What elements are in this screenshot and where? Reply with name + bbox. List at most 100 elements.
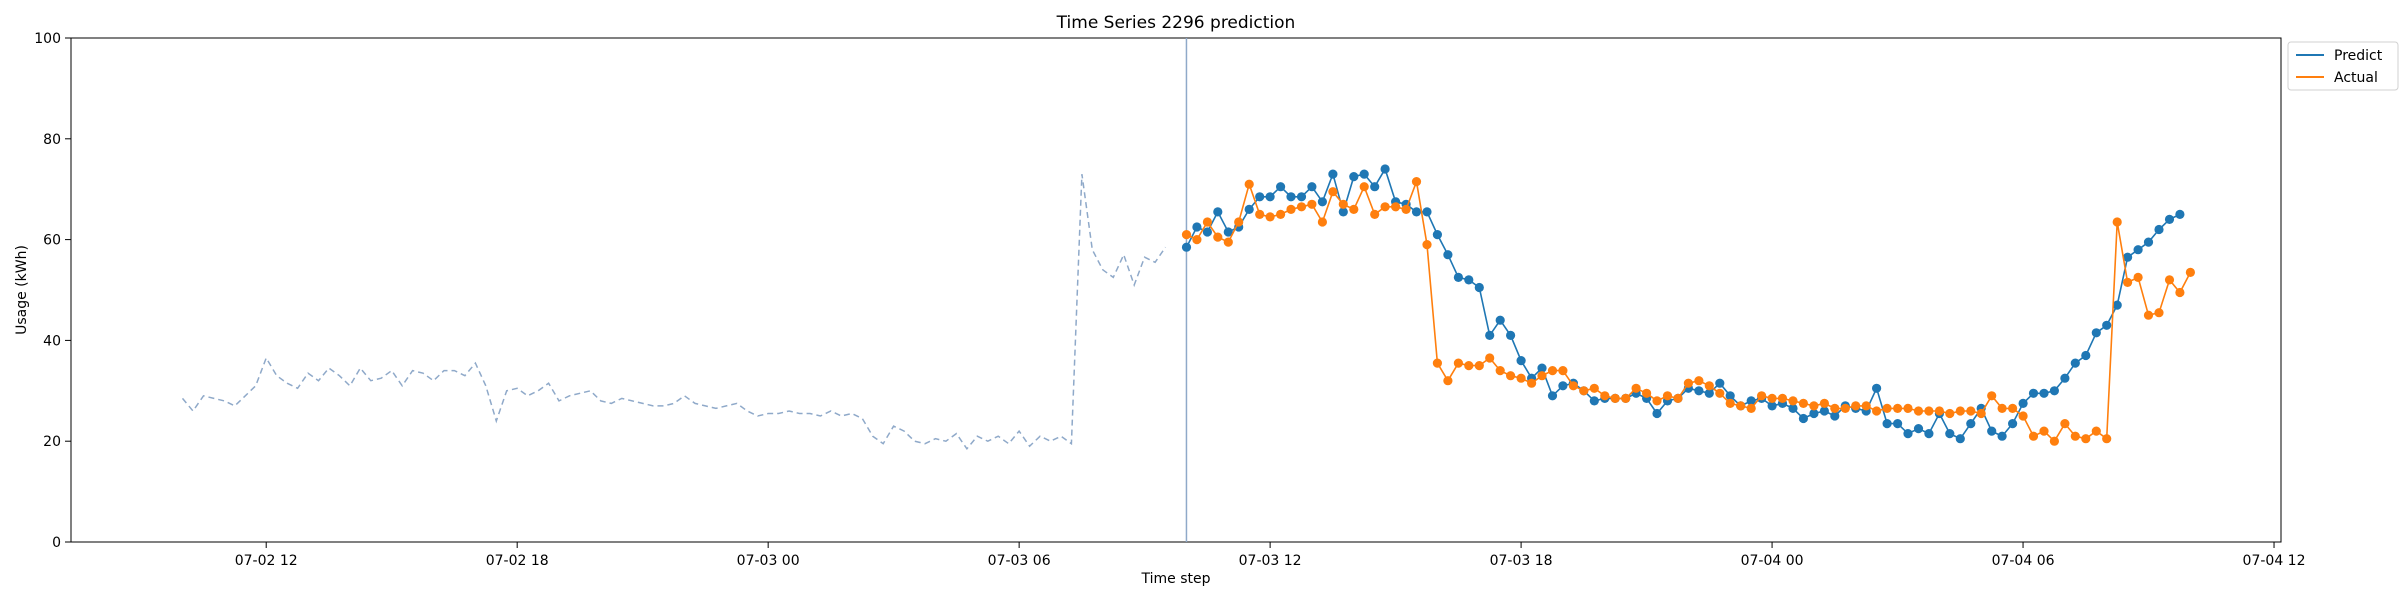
actual-point: [1642, 388, 1652, 398]
predict-point: [1725, 391, 1735, 401]
actual-point: [1715, 388, 1725, 398]
predict-point: [2049, 386, 2059, 396]
actual-point: [1882, 403, 1892, 413]
predict-point: [1903, 429, 1913, 439]
predict-point: [2102, 320, 2112, 330]
actual-point: [2164, 275, 2175, 285]
predict-point: [1213, 207, 1223, 217]
actual-point: [1819, 398, 1829, 408]
actual-point: [1757, 391, 1767, 401]
actual-point: [1422, 240, 1432, 250]
predict-point: [1443, 250, 1453, 260]
actual-point: [1767, 393, 1777, 403]
actual-point: [2175, 287, 2185, 298]
predict-point: [1987, 426, 1997, 436]
actual-point: [2091, 426, 2101, 436]
predict-point: [1893, 419, 1903, 429]
predict-point: [2060, 373, 2070, 383]
predict-point: [1338, 207, 1348, 217]
actual-point: [1621, 393, 1631, 403]
predict-point: [1495, 315, 1505, 325]
actual-point: [1286, 204, 1296, 214]
actual-point: [1485, 353, 1495, 363]
actual-point: [1516, 373, 1526, 383]
actual-point: [2143, 310, 2154, 320]
predict-point: [1746, 396, 1756, 406]
predict-point: [1255, 192, 1265, 202]
x-tick-label: 07-02 18: [486, 553, 549, 569]
predict-point: [1830, 411, 1840, 421]
actual-point: [1830, 403, 1840, 413]
actual-point: [1903, 403, 1913, 413]
y-tick-label: 60: [43, 233, 61, 249]
actual-point: [2154, 308, 2164, 318]
predict-point: [1380, 164, 1390, 174]
predict-point: [1704, 388, 1714, 398]
actual-point: [2008, 403, 2018, 413]
predict-point: [1798, 413, 1808, 424]
actual-point: [1704, 381, 1714, 391]
actual-point: [1432, 358, 1442, 368]
predict-point: [2018, 398, 2028, 408]
predict-point: [2123, 252, 2133, 262]
predict-point: [1370, 182, 1380, 192]
predict-point: [1464, 275, 1474, 285]
actual-point: [1537, 371, 1547, 381]
predict-point: [1286, 192, 1296, 202]
plot-frame: [70, 37, 2282, 543]
predict-point: [1945, 429, 1955, 439]
predict-point: [1788, 403, 1798, 413]
actual-point: [1495, 366, 1505, 376]
actual-point: [1192, 235, 1202, 245]
actual-point: [1631, 383, 1641, 393]
predict-point: [2039, 388, 2049, 398]
predict-point: [2008, 419, 2018, 429]
predict-point: [1317, 197, 1327, 207]
actual-point: [1934, 406, 1944, 416]
actual-point: [1872, 406, 1882, 416]
predict-point: [1307, 182, 1317, 192]
actual-point: [1506, 371, 1516, 381]
actual-point: [1338, 199, 1348, 209]
predict-point: [1359, 169, 1369, 179]
actual-point: [1798, 398, 1808, 408]
predict-point: [1411, 207, 1422, 217]
actual-point: [1673, 393, 1683, 403]
y-axis-label: Usage (kWh): [14, 245, 30, 335]
predict-point: [1715, 378, 1725, 388]
actual-point: [1307, 199, 1317, 209]
actual-point: [1694, 376, 1704, 386]
actual-point: [1558, 366, 1568, 376]
predict-point: [1694, 386, 1704, 396]
x-tick-label: 07-03 00: [737, 553, 800, 569]
actual-point: [1380, 202, 1390, 212]
predict-point: [2164, 214, 2175, 224]
actual-point: [1547, 366, 1558, 376]
predict-point: [1223, 227, 1233, 237]
actual-point: [2049, 436, 2059, 446]
actual-point: [1924, 406, 1934, 416]
actual-point: [1610, 393, 1620, 403]
plot-area: [70, 37, 2282, 543]
actual-point: [1662, 391, 1673, 401]
actual-point: [2039, 426, 2049, 436]
actual-point: [1579, 386, 1589, 396]
actual-point: [1736, 401, 1746, 411]
actual-point: [1966, 406, 1976, 416]
actual-point: [1443, 376, 1453, 386]
predict-point: [1547, 391, 1558, 401]
predict-point: [1192, 222, 1202, 232]
predict-point: [1485, 330, 1495, 340]
actual-point: [2102, 434, 2112, 444]
actual-point: [1181, 230, 1192, 240]
y-tick-label: 100: [34, 31, 61, 47]
predict-point: [1296, 192, 1307, 202]
actual-point: [1652, 396, 1662, 406]
predict-point: [1181, 242, 1192, 252]
actual-point: [1861, 401, 1871, 411]
predict-point: [1882, 419, 1892, 429]
predict-point: [1422, 207, 1432, 217]
x-tick-label: 07-03 12: [1239, 553, 1302, 569]
actual-point: [1589, 383, 1599, 393]
